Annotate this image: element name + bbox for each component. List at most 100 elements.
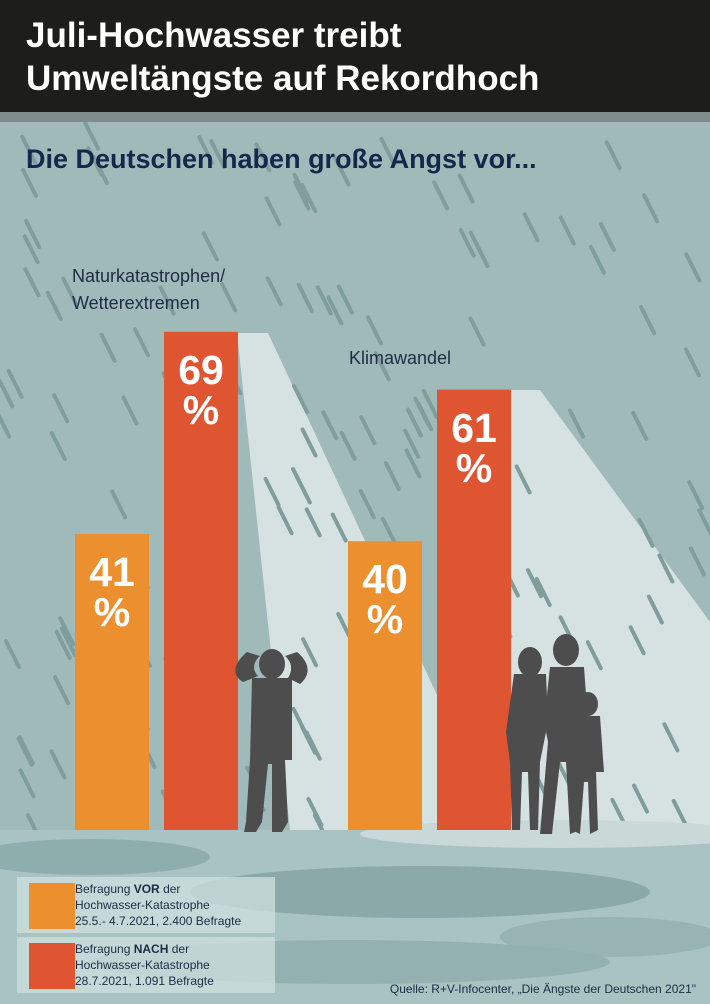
rain-streak: [0, 378, 15, 409]
rain-streak: [336, 284, 354, 315]
rain-streak: [304, 507, 322, 538]
rain-streak: [432, 180, 450, 211]
rain-streak: [22, 234, 40, 265]
rain-streak: [201, 231, 219, 262]
rain-streak: [4, 639, 22, 670]
rain-streak: [133, 327, 151, 358]
rain-streak: [472, 238, 490, 269]
rain-streak: [54, 629, 72, 660]
legend-text-prefix: Befragung: [75, 942, 134, 956]
rain-streak: [639, 305, 657, 336]
legend-text-line: 28.7.2021, 1.091 Befragte: [75, 974, 214, 988]
rain-streak: [321, 410, 339, 441]
legend-item-nach: Befragung NACH der Hochwasser-Katastroph…: [17, 937, 275, 993]
bar-value-label: 69%: [164, 346, 238, 433]
rain-streak: [383, 461, 401, 492]
rain-streak: [299, 724, 317, 755]
bar-value-unit: %: [182, 386, 220, 433]
rain-streak: [292, 172, 310, 203]
rain-streak: [300, 183, 318, 214]
rain-streak: [373, 351, 391, 382]
rain-streak: [6, 368, 24, 399]
rain-streak: [20, 134, 38, 165]
rain-streak: [585, 640, 603, 671]
rain-streak: [209, 139, 227, 170]
rain-streak: [330, 512, 348, 543]
rain-streak: [326, 295, 344, 326]
rain-streak: [301, 637, 319, 668]
rain-streak: [86, 146, 104, 177]
rain-streak: [567, 408, 585, 439]
rain-streak: [23, 267, 41, 298]
rain-streak: [339, 430, 357, 461]
rain-streak: [688, 546, 706, 577]
rain-streak: [292, 384, 310, 415]
rain-streak: [514, 464, 532, 495]
chart-svg: [0, 122, 710, 1004]
rain-streak: [83, 122, 101, 151]
rain-streak: [254, 142, 272, 173]
rain-streak: [671, 798, 689, 829]
rain-streak: [662, 722, 680, 753]
rain-streak: [49, 749, 67, 780]
rain-streak: [296, 282, 314, 313]
chart-canvas: [0, 122, 710, 1004]
rain-streak: [421, 388, 439, 419]
rain-streak: [110, 489, 128, 520]
rain-streak: [631, 410, 649, 441]
category-label-naturkatastrophen: Naturkatastrophen/ Wetterextremen: [72, 263, 225, 317]
header-banner: Juli-Hochwasser treibt Umweltängste auf …: [0, 0, 710, 112]
rain-streak: [358, 489, 376, 520]
legend-text-line: Hochwasser-Katastrophe: [75, 958, 210, 972]
chart-subtitle: Die Deutschen haben große Angst vor...: [26, 144, 537, 174]
rain-streak: [53, 675, 71, 706]
rain-streak: [20, 167, 38, 198]
rain-streak: [264, 196, 282, 227]
rain-streak: [59, 626, 77, 657]
rain-streak: [646, 594, 664, 625]
category-label-line: Klimawandel: [349, 348, 452, 368]
page-title-line-2: Umweltängste auf Rekordhoch: [26, 59, 540, 98]
rain-streak: [61, 276, 79, 307]
bar-value-unit: %: [366, 596, 404, 643]
rain-streak: [684, 252, 702, 283]
rain-streak: [632, 783, 650, 814]
rain-streak: [457, 173, 475, 204]
rain-streak: [18, 768, 36, 799]
category-label-klimawandel: Klimawandel: [349, 345, 451, 372]
rain-streak: [58, 616, 76, 647]
rain-streak: [403, 428, 421, 459]
bars-group: [75, 331, 511, 830]
legend-text-nach: Befragung NACH der Hochwasser-Katastroph…: [75, 941, 214, 989]
legend-text-suffix: der: [159, 882, 181, 896]
rain-streak: [263, 476, 281, 507]
rain-streak: [588, 244, 606, 275]
page-title-line-1: Juli-Hochwasser treibt: [26, 16, 402, 55]
rain-streak: [365, 315, 383, 346]
rain-streak: [458, 227, 476, 258]
legend-text-prefix: Befragung: [75, 882, 134, 896]
rain-streak: [604, 140, 622, 171]
rain-streak: [276, 505, 294, 536]
bar-value-number: 69: [178, 346, 224, 393]
rain-streak: [697, 508, 710, 537]
rain-streak: [558, 215, 576, 246]
bar-value-unit: %: [93, 588, 131, 635]
rain-streak: [379, 136, 397, 167]
legend-text-emphasis: VOR: [133, 882, 160, 896]
bar-value-number: 41: [89, 548, 135, 595]
legend-swatch-nach: [29, 943, 75, 989]
category-label-line: Naturkatastrophen/: [72, 266, 226, 286]
rain-streak: [657, 553, 675, 584]
man-silhouette: [235, 649, 308, 832]
rain-streak: [642, 193, 660, 224]
rain-streak: [405, 407, 423, 438]
rain-streak: [158, 285, 176, 316]
rain-streak: [197, 135, 215, 166]
bar-value-unit: %: [455, 444, 493, 491]
bar-value-number: 40: [362, 556, 408, 603]
legend-item-vor: Befragung VOR der Hochwasser-Katastrophe…: [17, 877, 275, 933]
legend-text-vor: Befragung VOR der Hochwasser-Katastrophe…: [75, 881, 241, 929]
bar-klimawandel-vor: [348, 541, 422, 830]
rain-streak: [291, 467, 309, 498]
